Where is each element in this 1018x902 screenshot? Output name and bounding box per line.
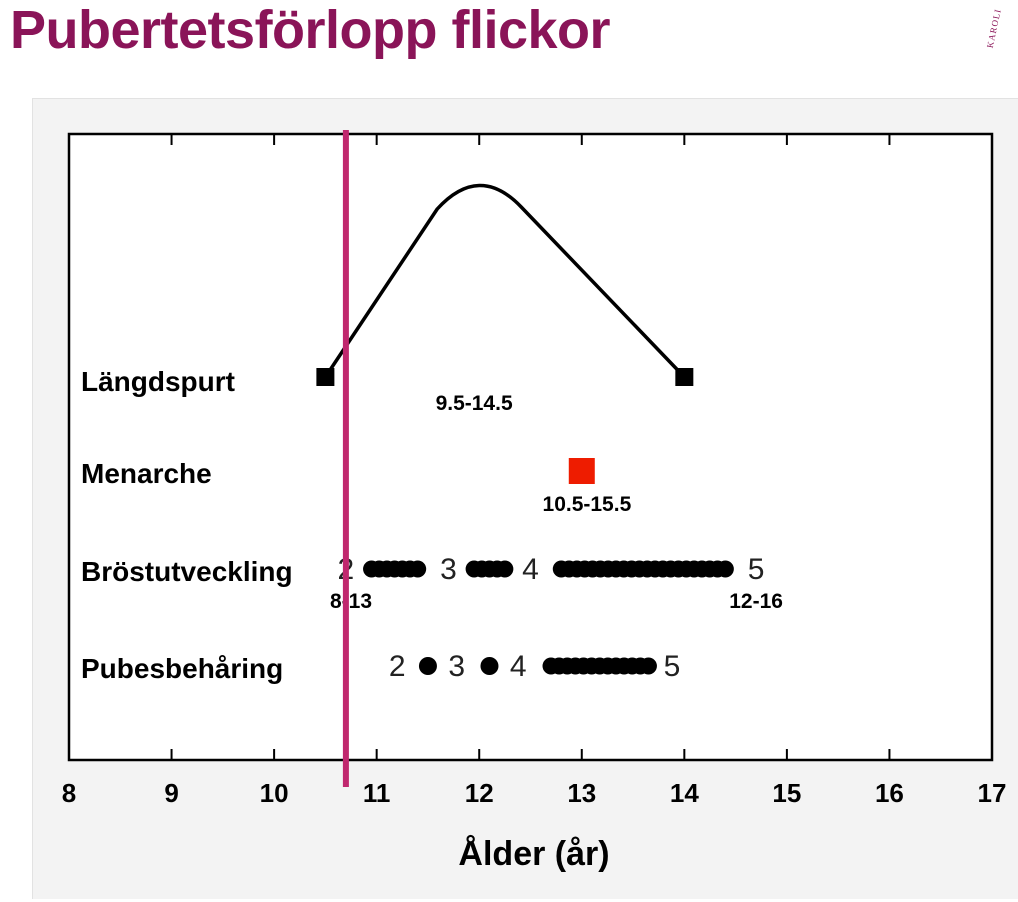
growth-spurt-endpoint [316, 368, 335, 386]
karolinska-logo: KAROLI [985, 8, 1003, 49]
stage-dot [716, 560, 734, 578]
row-label: Längdspurt [81, 366, 235, 397]
slide-title: Pubertetsförlopp flickor [10, 0, 611, 60]
growth-spurt-range-label: 9.5-14.5 [436, 392, 513, 415]
x-tick-label: 15 [772, 778, 801, 808]
chart-panel: 8 9 10 11 12 13 14 15 16 17 Ålder (år) Längdspurt… [32, 98, 1018, 899]
x-axis-ticks [68, 134, 993, 760]
x-tick-label: 17 [978, 778, 1007, 808]
x-tick-label: 10 [260, 778, 289, 808]
row-labels: Längdspurt Menarche Bröstutveckling Pubesbe… [81, 366, 293, 684]
stage-label: 5 [664, 650, 681, 683]
stage-label: 4 [522, 553, 539, 586]
x-tick-label: 16 [875, 778, 904, 808]
stage-dot [496, 560, 514, 578]
stage-dot [480, 657, 499, 675]
stage-label: 3 [448, 650, 465, 683]
x-axis-label: Ålder (år) [458, 835, 609, 873]
stage-label: 5 [748, 553, 765, 586]
row-label: Pubesbehåring [81, 653, 283, 684]
stage-label: 2 [389, 650, 406, 683]
stage-dot [409, 560, 427, 578]
menarche-range-label: 10.5-15.5 [543, 493, 632, 516]
row-label: Menarche [81, 458, 212, 489]
breast-range-label: 12-16 [729, 590, 783, 613]
stage-dot [639, 657, 657, 675]
x-tick-label: 8 [62, 778, 76, 808]
logo-text: KAROLI [985, 8, 1003, 49]
menarche-marker [568, 458, 595, 484]
stage-label: 3 [440, 553, 457, 586]
stage-label: 4 [510, 650, 527, 683]
puberty-timeline-chart: 8 9 10 11 12 13 14 15 16 17 Ålder (år) Längdspurt… [62, 130, 1007, 873]
growth-spurt-curve [323, 183, 686, 379]
plot-frame [67, 132, 994, 762]
x-tick-label: 14 [670, 778, 699, 808]
chart-marks [316, 183, 734, 675]
x-tick-label: 11 [363, 778, 391, 808]
stage-dot [418, 657, 437, 675]
row-label: Bröstutveckling [81, 556, 293, 587]
x-tick-label: 9 [164, 778, 178, 808]
breast-range-label: 8-13 [330, 590, 372, 613]
x-tick-label: 12 [465, 778, 494, 808]
x-axis-tick-labels: 8 9 10 11 12 13 14 15 16 17 [62, 778, 1007, 808]
growth-spurt-endpoint [675, 368, 694, 386]
x-tick-label: 13 [567, 778, 596, 808]
